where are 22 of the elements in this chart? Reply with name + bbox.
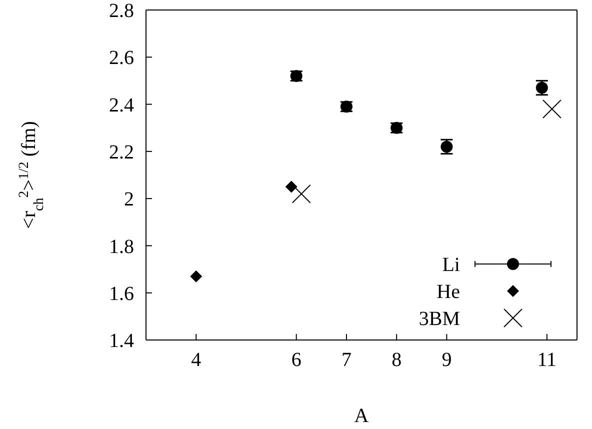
y-tick-label: 1.6 [109, 282, 134, 305]
x-tick-label: 11 [537, 349, 557, 372]
y-tick-label: 2.6 [109, 47, 134, 70]
y-tick-label: 2 [124, 188, 134, 211]
x-axis-title: A [354, 405, 370, 427]
x-tick-label: 9 [442, 349, 452, 372]
y-tick-label: 2.2 [109, 142, 134, 164]
point [292, 184, 311, 204]
x-tick-label: 4 [191, 349, 202, 372]
y-tick-label: 1.4 [109, 330, 134, 352]
y-tick-label: 1.8 [109, 236, 134, 258]
x-tick-label: 8 [392, 349, 402, 372]
y-tick-label: 2.4 [109, 94, 134, 116]
point [542, 100, 562, 118]
x-tick-label: 6 [291, 349, 302, 372]
legend-label: 3BM [418, 308, 460, 330]
legend-label: Li [442, 254, 460, 276]
point [190, 270, 202, 282]
x-tick-label: 7 [341, 349, 352, 372]
y-tick-label: 2.8 [109, 0, 134, 22]
legend-label: He [436, 281, 460, 303]
point [285, 180, 298, 193]
